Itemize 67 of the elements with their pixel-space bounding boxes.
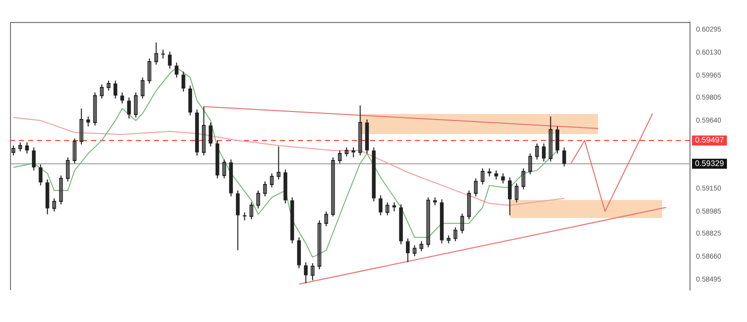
candlestick bbox=[93, 92, 97, 126]
candlestick bbox=[168, 51, 172, 70]
candlestick bbox=[100, 84, 104, 100]
candlestick bbox=[236, 190, 240, 251]
candlestick bbox=[542, 143, 546, 162]
candlestick bbox=[358, 104, 362, 156]
candlestick bbox=[276, 146, 280, 180]
candlestick bbox=[480, 168, 484, 185]
candlestick bbox=[120, 92, 124, 104]
candlestick bbox=[514, 182, 518, 203]
candlestick bbox=[454, 226, 458, 242]
candlestick bbox=[208, 122, 212, 147]
candlestick bbox=[386, 202, 390, 216]
candlestick bbox=[556, 126, 560, 154]
candlestick bbox=[72, 138, 76, 164]
candlestick bbox=[310, 262, 314, 281]
candlestick bbox=[352, 146, 356, 158]
candlestick bbox=[140, 77, 144, 100]
candlestick bbox=[467, 190, 471, 220]
candlestick bbox=[562, 146, 566, 167]
candlestick bbox=[263, 180, 267, 197]
candlestick bbox=[114, 80, 118, 100]
candlestick bbox=[86, 116, 90, 127]
candlestick bbox=[148, 58, 152, 84]
candlestick bbox=[32, 146, 36, 171]
candlestick bbox=[18, 142, 22, 152]
candlestick bbox=[460, 213, 464, 234]
candlestick bbox=[304, 262, 308, 284]
candlestick bbox=[331, 156, 335, 217]
candlestick bbox=[494, 170, 498, 180]
candlestick bbox=[344, 146, 348, 157]
candlestick bbox=[426, 196, 430, 248]
candlestick bbox=[38, 164, 42, 186]
ref-line-label: 0.59329 bbox=[695, 158, 724, 168]
candlestick bbox=[548, 116, 552, 162]
candlestick bbox=[508, 176, 512, 216]
candlestick bbox=[182, 71, 186, 92]
candlestick bbox=[270, 172, 274, 188]
candlestick bbox=[202, 106, 206, 156]
candlestick bbox=[535, 143, 539, 160]
candlestick bbox=[106, 80, 110, 92]
candlestick bbox=[250, 202, 254, 220]
candlestick bbox=[66, 156, 70, 182]
candlestick bbox=[406, 238, 410, 263]
candlestick bbox=[392, 202, 396, 212]
candlestick bbox=[174, 62, 178, 78]
candlestick bbox=[80, 108, 84, 145]
candlestick bbox=[25, 142, 29, 154]
candlestick bbox=[59, 174, 63, 205]
ref-line-label: 0.59497 bbox=[695, 136, 724, 145]
candlestick bbox=[528, 153, 532, 175]
candlestick bbox=[420, 240, 424, 252]
candlestick bbox=[378, 194, 382, 216]
candlestick bbox=[256, 190, 260, 209]
candlestick bbox=[474, 178, 478, 197]
candlestick bbox=[12, 144, 16, 156]
candlestick bbox=[412, 244, 416, 257]
candlestick bbox=[501, 172, 505, 184]
candlestick bbox=[222, 158, 226, 179]
candlestick bbox=[127, 97, 131, 120]
candlestick bbox=[338, 150, 342, 164]
candlestick bbox=[154, 42, 158, 66]
candlestick bbox=[52, 198, 56, 212]
candlestick bbox=[134, 92, 138, 118]
candlestick bbox=[318, 220, 322, 270]
candlestick bbox=[324, 210, 328, 227]
candlestick bbox=[522, 168, 526, 190]
